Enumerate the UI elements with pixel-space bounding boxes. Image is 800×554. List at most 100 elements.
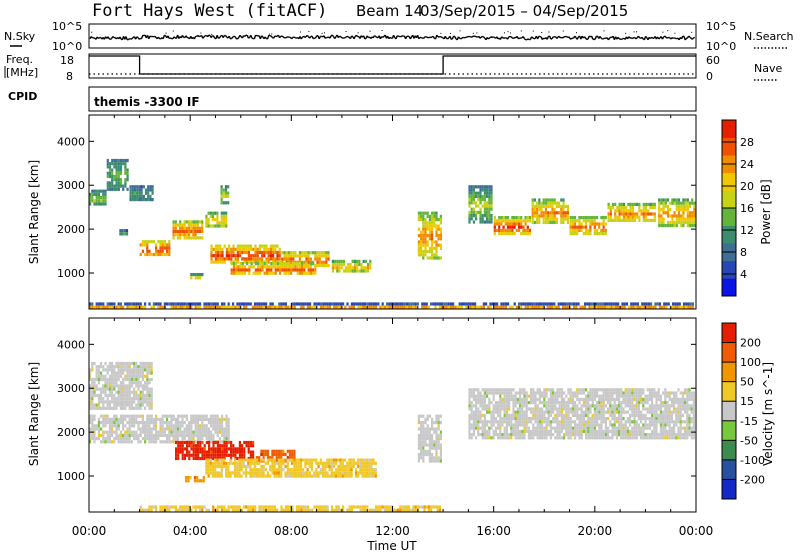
vel-cell-r0 bbox=[102, 430, 105, 434]
power-cell-r5 bbox=[201, 223, 204, 227]
vel-cell-r4 bbox=[264, 474, 267, 478]
power-cell-r2 bbox=[151, 198, 154, 202]
power-cell-r20 bbox=[434, 305, 437, 309]
vel-cell-r1 bbox=[102, 374, 105, 378]
power-cell-r12 bbox=[338, 263, 341, 267]
sky-trace-seg bbox=[374, 35, 376, 38]
power-cell-r4 bbox=[157, 240, 160, 244]
power-cell-r14 bbox=[468, 191, 471, 195]
vel-cell-r4 bbox=[295, 464, 298, 469]
sky-trace-seg bbox=[607, 37, 611, 41]
vel-cell-r6 bbox=[417, 446, 420, 450]
power-colorbar-swatch bbox=[722, 120, 736, 138]
vel-cell-r7 bbox=[569, 388, 572, 392]
sky-trace-seg bbox=[460, 37, 463, 40]
power-cell-r18 bbox=[640, 212, 643, 216]
power-cell-r14 bbox=[468, 204, 471, 208]
vel-cell-r7 bbox=[490, 420, 493, 424]
vel-cell-r1 bbox=[133, 393, 136, 398]
power-cell-r14 bbox=[483, 220, 486, 224]
power-cell-r1 bbox=[117, 165, 120, 169]
vel-cell-r1 bbox=[113, 406, 116, 410]
vel-cell-r0 bbox=[190, 437, 193, 441]
vel-cell-r7 bbox=[470, 407, 473, 411]
vel-cell-r7 bbox=[547, 423, 550, 427]
vel-cell-r7 bbox=[523, 391, 526, 395]
vel-cell-r7 bbox=[580, 420, 583, 424]
vel-cell-r6 bbox=[435, 414, 438, 418]
power-cell-r20 bbox=[658, 302, 661, 306]
vel-cell-r0 bbox=[119, 421, 122, 425]
vel-cell-r0 bbox=[194, 417, 197, 421]
vel-cell-r0 bbox=[108, 424, 111, 428]
vel-cell-r1 bbox=[117, 400, 120, 404]
power-cell-r10 bbox=[325, 263, 328, 268]
vel-cell-r7 bbox=[481, 420, 484, 424]
vel-cell-r1 bbox=[144, 381, 147, 385]
vel-cell-r7 bbox=[516, 433, 519, 437]
power-cell-r12 bbox=[331, 263, 334, 267]
power-cell-r20 bbox=[100, 305, 103, 309]
power-cell-r20 bbox=[623, 305, 626, 309]
power-cell-r15 bbox=[500, 228, 503, 232]
power-cell-r20 bbox=[641, 302, 644, 306]
power-cell-r16 bbox=[562, 217, 565, 221]
power-cell-r9 bbox=[278, 250, 281, 255]
power-cell-r1 bbox=[126, 174, 129, 179]
vel-cell-r3 bbox=[286, 449, 289, 453]
vel-cell-r0 bbox=[139, 427, 142, 431]
vel-cell-r4 bbox=[343, 458, 347, 462]
power-cell-r20 bbox=[227, 305, 230, 309]
power-cell-r16 bbox=[566, 217, 569, 221]
sky-right-tick-top: 10^5 bbox=[706, 20, 736, 33]
power-cell-r12 bbox=[367, 263, 370, 267]
vel-cell-r7 bbox=[591, 429, 594, 433]
power-cell-r9 bbox=[247, 244, 250, 248]
vel-cell-r0 bbox=[214, 414, 217, 418]
vel-cell-r0 bbox=[172, 417, 175, 421]
vel-cell-r4 bbox=[238, 458, 241, 462]
vel-cell-r7 bbox=[582, 417, 585, 421]
vel-cell-r0 bbox=[113, 417, 116, 421]
vel-cell-r2 bbox=[212, 440, 215, 445]
power-cell-r2 bbox=[129, 194, 132, 198]
power-cell-r6 bbox=[220, 214, 223, 218]
power-cell-r17 bbox=[576, 225, 579, 229]
power-cell-r19 bbox=[677, 217, 681, 221]
sky-trace-seg bbox=[567, 36, 570, 39]
vel-cell-r7 bbox=[591, 420, 594, 424]
power-cell-r19 bbox=[671, 224, 674, 228]
vel-cell-r1 bbox=[133, 397, 136, 401]
vel-cell-r0 bbox=[170, 433, 173, 437]
vel-cell-r0 bbox=[223, 427, 226, 431]
power-cell-r17 bbox=[580, 216, 583, 220]
power-cell-r13 bbox=[420, 211, 423, 215]
vel-cell-r7 bbox=[534, 426, 537, 430]
vel-cell-r4 bbox=[284, 464, 287, 469]
power-cell-r20 bbox=[482, 302, 485, 306]
power-cell-r9 bbox=[245, 250, 248, 255]
vel-cell-r1 bbox=[102, 406, 105, 410]
power-cell-r12 bbox=[334, 259, 337, 263]
power-cell-r1 bbox=[108, 162, 112, 166]
power-cell-r1 bbox=[106, 187, 109, 191]
vel-cell-r7 bbox=[567, 407, 570, 411]
vel-cell-r0 bbox=[128, 414, 131, 418]
vel-cell-r7 bbox=[477, 394, 480, 398]
power-cell-r20 bbox=[104, 305, 107, 309]
vel-cell-r1 bbox=[122, 390, 125, 394]
vel-cell-r4 bbox=[341, 458, 344, 462]
vel-cell-r6 bbox=[433, 456, 436, 460]
power-cell-r17 bbox=[589, 222, 592, 226]
vel-cell-r7 bbox=[497, 404, 500, 408]
power-cell-r20 bbox=[632, 302, 635, 306]
power-cell-r14 bbox=[470, 201, 473, 205]
vel-cell-r7 bbox=[587, 413, 590, 417]
power-cell-r19 bbox=[660, 214, 663, 218]
power-cell-r1 bbox=[124, 181, 127, 185]
vel-cell-r6 bbox=[431, 446, 434, 450]
power-cell-r10 bbox=[281, 257, 284, 261]
power-cell-r15 bbox=[500, 216, 503, 220]
vel-cell-r7 bbox=[521, 401, 524, 405]
power-cell-r17 bbox=[587, 216, 590, 220]
